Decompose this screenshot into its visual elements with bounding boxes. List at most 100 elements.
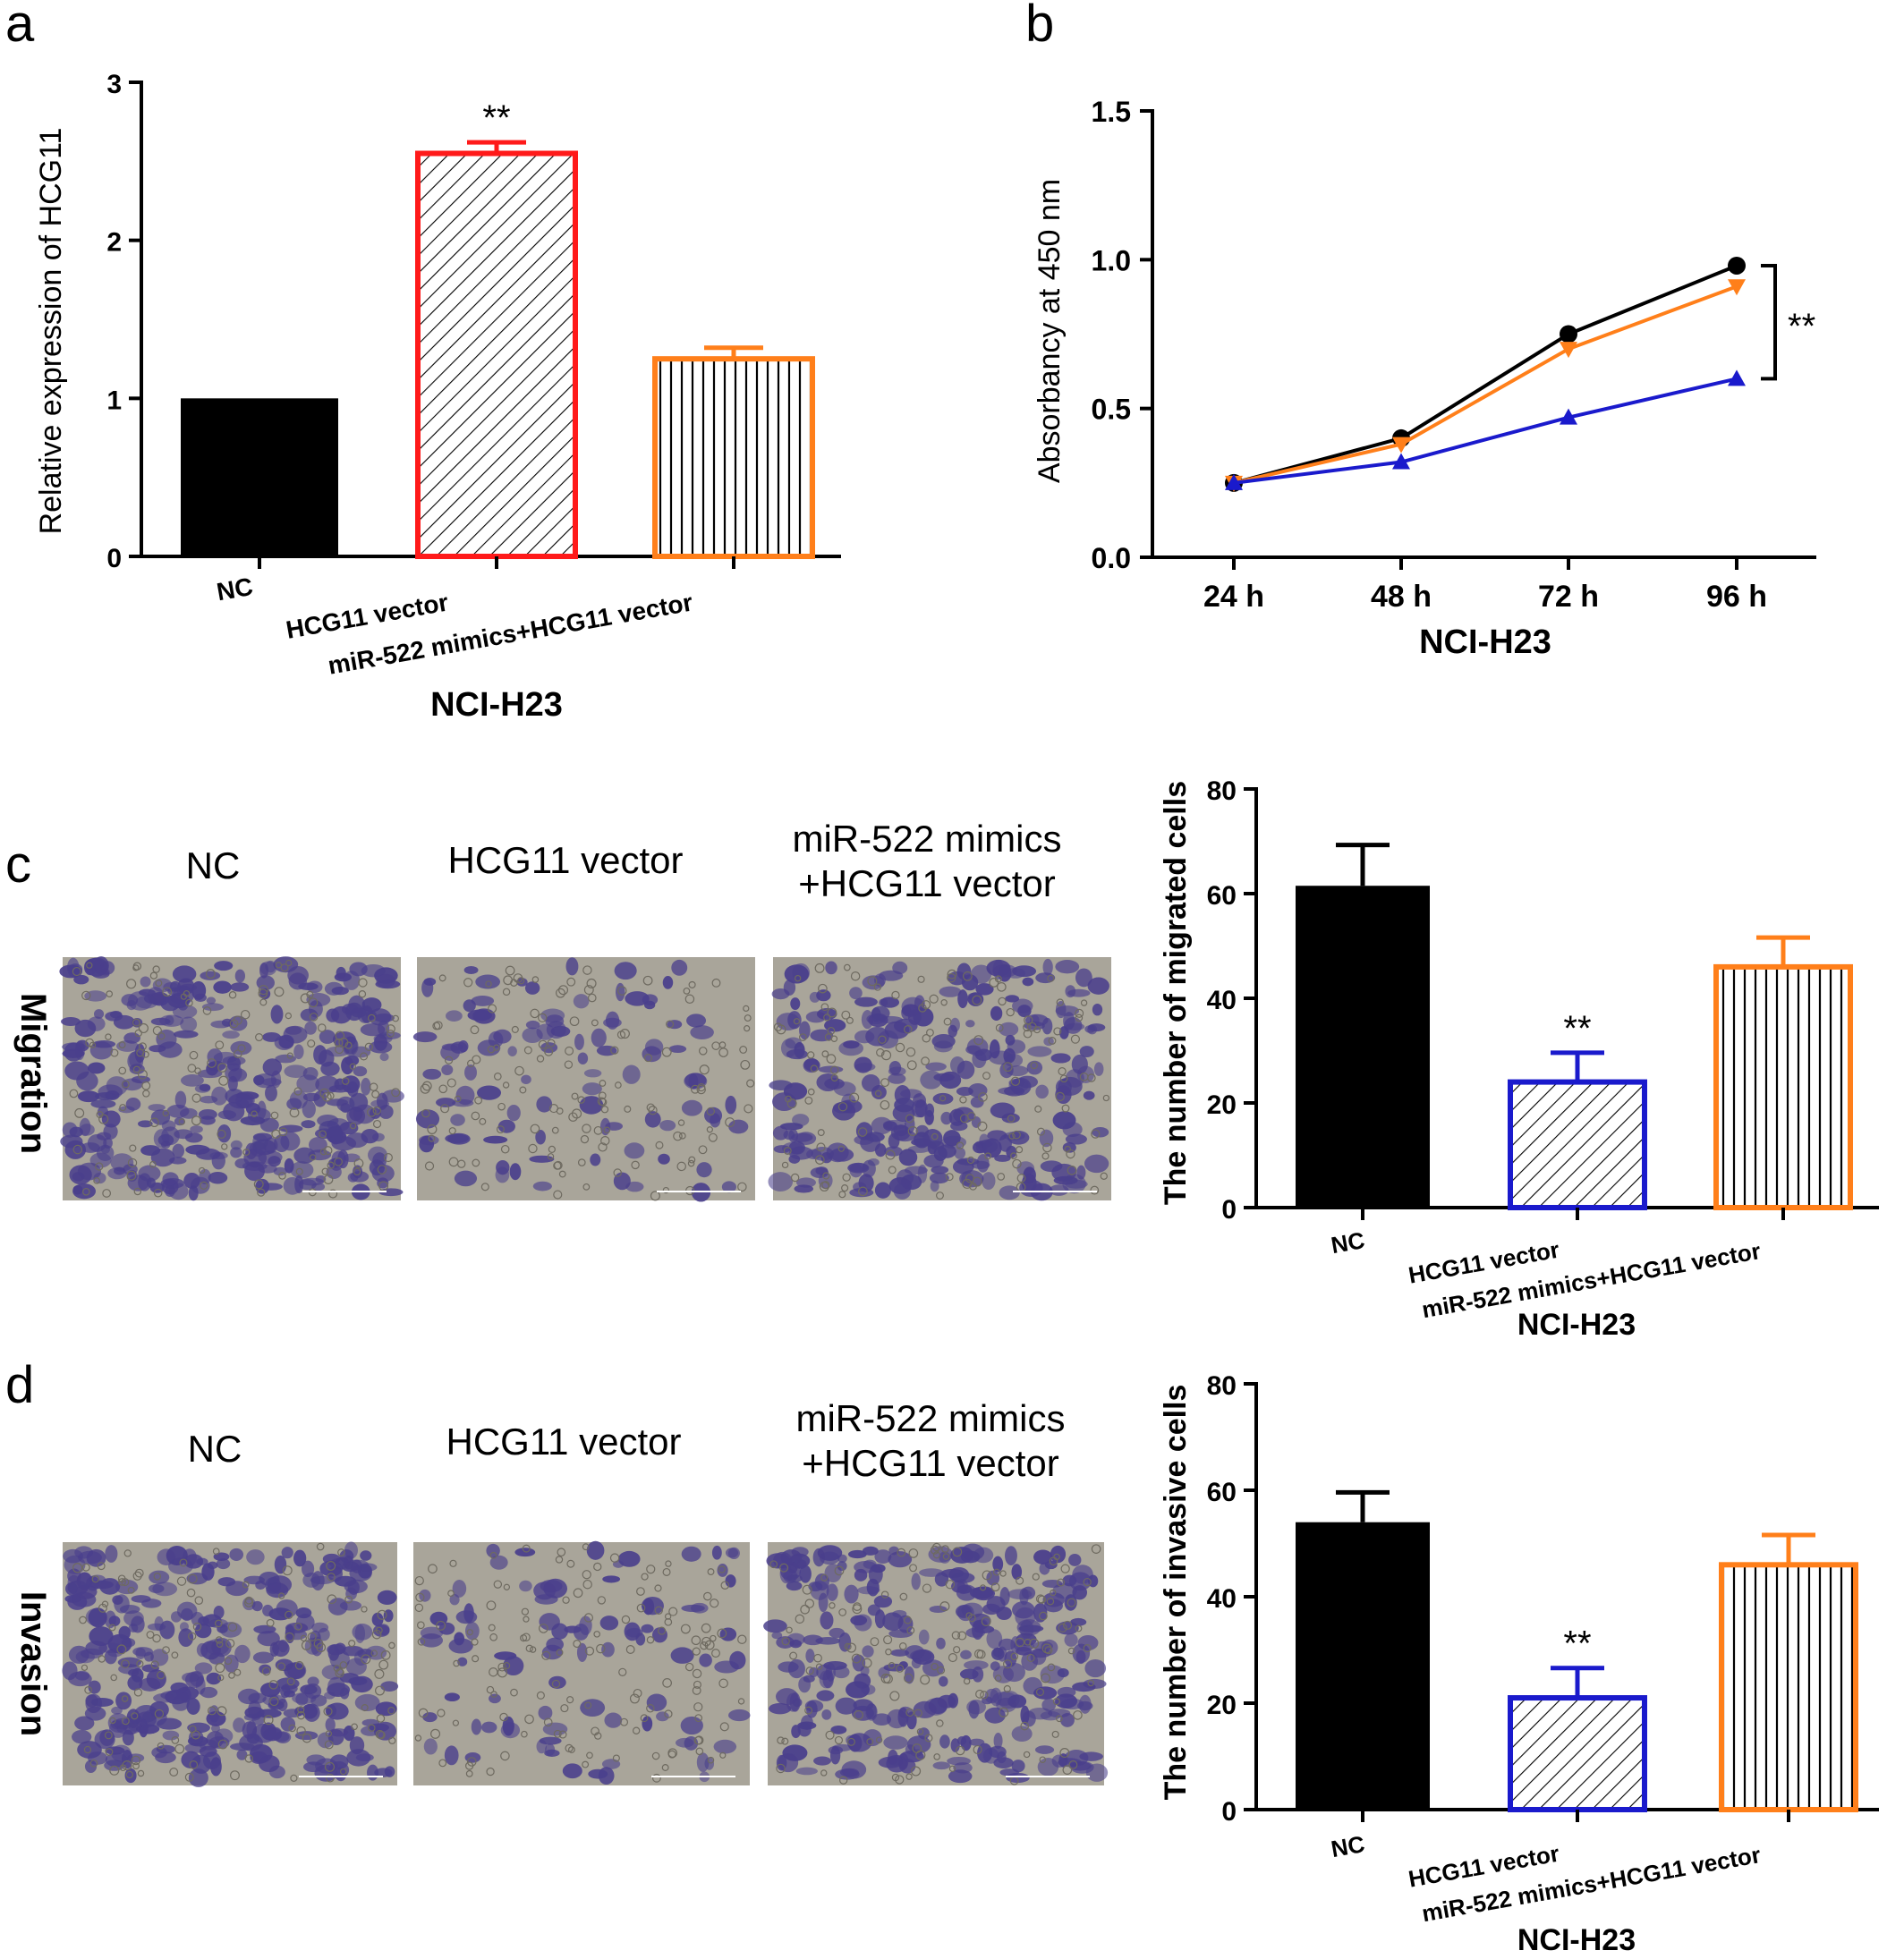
invasion-image-hcg11-vector-pore xyxy=(692,1647,701,1656)
invasion-image-nc-pore xyxy=(348,1640,356,1648)
migration-image-mimics-hcg11-vector-stained-cell xyxy=(975,983,994,996)
migration-image-hcg11-vector-pore xyxy=(580,1134,590,1144)
invasion-image-mimics-hcg11-vector-pore xyxy=(781,1737,789,1745)
migration-image-hcg11-vector-pore xyxy=(650,1191,660,1201)
b-xtick-label: 48 h xyxy=(1371,580,1432,614)
migration-image-hcg11-vector-pore xyxy=(666,1020,675,1029)
invasion-image-nc-stained-cell xyxy=(107,1648,123,1658)
panel-a-bar-chart: a Relative expression of HCG11 NCI-H23 0… xyxy=(5,0,841,724)
migration-image-nc-stained-cell xyxy=(353,1065,368,1077)
b-ytick-label: 0.0 xyxy=(1092,542,1131,574)
invasion-image-hcg11-vector-stained-cell xyxy=(503,1656,524,1676)
c-ytick-label: 60 xyxy=(1207,881,1237,911)
invasion-image-hcg11-vector-pore xyxy=(416,1621,425,1630)
invasion-image-mimics-hcg11-vector-stained-cell xyxy=(950,1738,960,1752)
invasion-image-nc-pore xyxy=(72,1563,83,1573)
invasion-image-nc-stained-cell xyxy=(149,1570,170,1584)
migration-image-hcg11-vector-pore xyxy=(737,1182,747,1192)
invasion-image-nc-pore xyxy=(105,1748,114,1756)
migration-image-nc-stained-cell xyxy=(107,1167,127,1180)
invasion-image-nc-stained-cell xyxy=(152,1582,178,1597)
migration-image-mimics-hcg11-vector-pore xyxy=(799,1033,807,1041)
invasion-image-nc-pore xyxy=(207,1706,217,1716)
invasion-image-hcg11-vector-stained-cell xyxy=(444,1692,460,1702)
migration-image-nc-stained-cell xyxy=(121,994,139,1006)
invasion-image-nc-stained-cell xyxy=(131,1616,145,1633)
invasion-image-mimics-hcg11-vector-pore xyxy=(952,1547,963,1557)
invasion-image-nc-stained-cell xyxy=(327,1676,345,1696)
invasion-image-nc-pore xyxy=(216,1641,224,1648)
migration-image-nc-pore xyxy=(377,1165,387,1175)
invasion-image-nc-pore xyxy=(98,1655,106,1663)
invasion-image-hcg11-vector-pore xyxy=(668,1607,678,1616)
invasion-image-mimics-hcg11-vector-pore xyxy=(1062,1765,1073,1776)
migration-image-mimics-hcg11-vector-pore xyxy=(873,983,882,991)
invasion-image-hcg11-vector-pore xyxy=(621,1615,631,1624)
migration-image-nc-stained-cell xyxy=(166,1104,190,1118)
invasion-image-hcg11-vector-pore xyxy=(490,1691,497,1698)
migration-image-hcg11-vector-stained-cell xyxy=(671,959,688,976)
migration-image-nc-pore xyxy=(106,990,114,997)
migration-image-hcg11-vector-stained-cell xyxy=(524,981,540,995)
migration-image-hcg11-vector-stained-cell xyxy=(506,1104,521,1122)
invasion-image-mimics-hcg11-vector-pore xyxy=(1003,1684,1011,1693)
invasion-image-nc-stained-cell xyxy=(217,1577,236,1587)
migration-image-nc-pore xyxy=(207,1058,217,1068)
migration-image-nc-stained-cell xyxy=(334,972,353,982)
migration-image-hcg11-vector-pore xyxy=(448,1127,456,1135)
invasion-image-hcg11-vector-pore xyxy=(562,1596,570,1604)
migration-image-mimics-hcg11-vector-pore xyxy=(966,1156,975,1165)
invasion-image-nc-pore xyxy=(214,1619,223,1628)
migration-image-nc-stained-cell xyxy=(369,1159,385,1176)
invasion-image-nc-pore xyxy=(301,1640,312,1650)
migration-image-hcg11-vector-pore xyxy=(688,1156,696,1164)
migration-image-hcg11-vector-pore xyxy=(646,1103,655,1112)
migration-image-mimics-hcg11-vector-pore xyxy=(849,1092,860,1103)
invasion-image-nc-pore xyxy=(194,1596,204,1605)
invasion-image-mimics-hcg11-vector-stained-cell xyxy=(905,1645,925,1660)
b-series-line-2 xyxy=(1233,377,1738,485)
invasion-image-hcg11-vector-pore xyxy=(691,1635,701,1646)
invasion-image-nc-pore xyxy=(285,1610,293,1619)
migration-image-hcg11-vector-pore xyxy=(739,1046,748,1054)
invasion-image-nc-pore xyxy=(188,1725,197,1734)
migration-image-nc-stained-cell xyxy=(217,1124,232,1143)
migration-image-mimics-hcg11-vector-pore xyxy=(781,1161,789,1169)
invasion-image-hcg11-vector-stained-cell xyxy=(420,1633,444,1648)
invasion-image-mimics-hcg11-vector-pore xyxy=(1057,1578,1066,1587)
migration-image-mimics-hcg11-vector-stained-cell xyxy=(773,1145,791,1154)
migration-image-nc-pore xyxy=(275,962,283,969)
invasion-image-nc-stained-cell xyxy=(287,1661,307,1680)
d-category-label: NC xyxy=(1329,1830,1366,1862)
invasion-image-hcg11-vector-pore xyxy=(438,1759,447,1768)
invasion-image-hcg11-vector-pore xyxy=(466,1757,477,1767)
migration-image-nc-stained-cell xyxy=(110,1153,134,1172)
migration-image-mimics-hcg11-vector-stained-cell xyxy=(825,961,837,975)
migration-image-nc-pore xyxy=(217,1129,226,1139)
migration-image-nc-stained-cell xyxy=(275,1054,296,1064)
invasion-image-mimics-hcg11-vector-stained-cell xyxy=(786,1581,803,1591)
invasion-image-nc-stained-cell xyxy=(166,1546,188,1565)
migration-image-mimics-hcg11-vector-stained-cell xyxy=(783,980,796,996)
invasion-image-nc-stained-cell xyxy=(354,1693,380,1711)
migration-image-hcg11-vector-stained-cell xyxy=(577,1052,589,1065)
invasion-image-mimics-hcg11-vector-stained-cell xyxy=(1041,1579,1063,1589)
invasion-image-nc-stained-cell xyxy=(224,1654,239,1673)
migration-image-hcg11-vector-pore xyxy=(472,1055,481,1064)
invasion-image-nc-pore xyxy=(316,1642,327,1653)
invasion-image-nc-pore xyxy=(81,1563,90,1572)
invasion-image-hcg11-vector-pore xyxy=(428,1564,438,1574)
d-bar xyxy=(1296,1522,1430,1810)
invasion-image-nc-stained-cell xyxy=(302,1560,315,1578)
invasion-image-mimics-hcg11-vector-pore xyxy=(999,1707,1009,1717)
migration-image-nc-pore xyxy=(86,962,93,969)
invasion-image-hcg11-vector-pore xyxy=(414,1734,422,1742)
migration-image-hcg11-vector-stained-cell xyxy=(573,994,590,1009)
invasion-image-mimics-hcg11-vector-stained-cell xyxy=(773,1551,793,1569)
invasion-image-hcg11-vector-pore xyxy=(541,1650,551,1660)
panel-c-title-mimics-2: +HCG11 vector xyxy=(798,862,1056,904)
migration-image-hcg11-vector-pore xyxy=(673,1131,683,1141)
migration-image-hcg11-vector-pore xyxy=(446,1078,456,1088)
invasion-image-nc-stained-cell xyxy=(274,1555,287,1574)
invasion-image-mimics-hcg11-vector-stained-cell xyxy=(829,1627,845,1639)
